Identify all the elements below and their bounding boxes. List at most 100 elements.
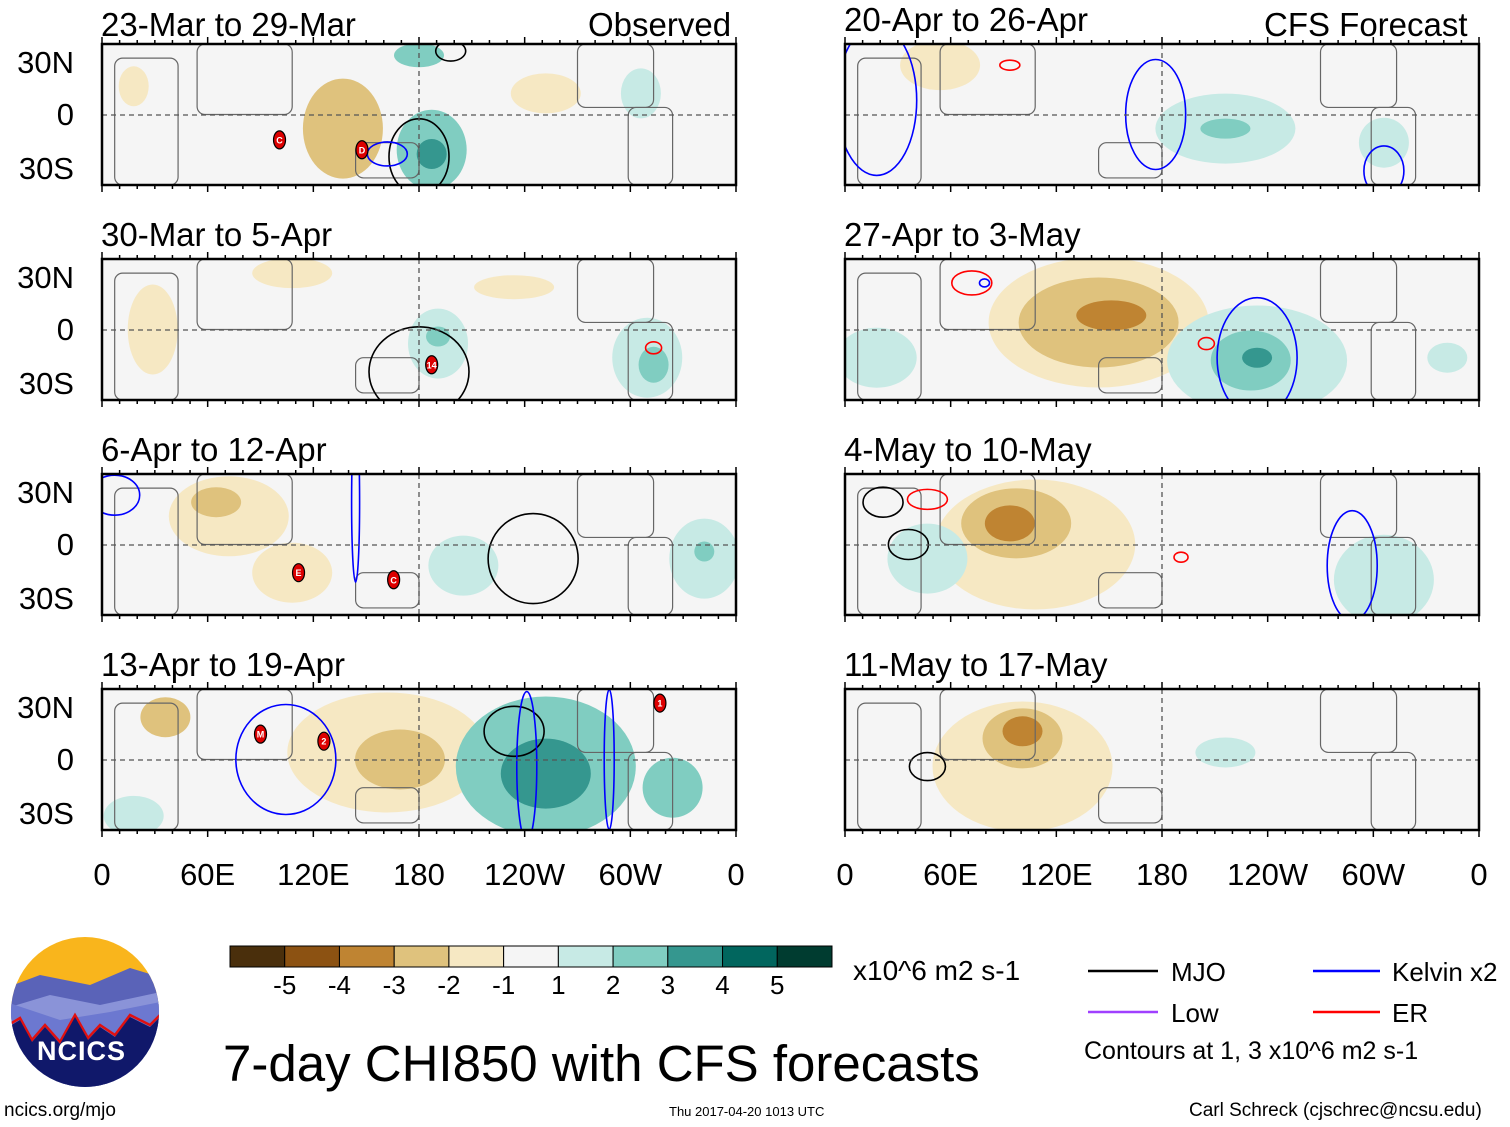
coastline — [939, 689, 1036, 761]
coastline — [627, 106, 674, 185]
contour-line — [999, 59, 1021, 71]
colorbar-swatch — [776, 945, 833, 968]
map-panel: EC — [100, 467, 738, 622]
lon-label: 60E — [923, 857, 979, 892]
coastline — [1319, 689, 1398, 754]
anomaly-shading — [416, 138, 447, 169]
colorbar-label: 4 — [715, 970, 730, 1000]
coastline — [576, 259, 655, 324]
coastline — [939, 44, 1036, 116]
tropical-cyclone-icon: C — [272, 130, 287, 150]
coastline — [627, 321, 674, 400]
coastline — [857, 57, 922, 185]
map-panel: CD — [100, 37, 738, 192]
tropical-cyclone-icon: 2 — [317, 731, 331, 751]
storm-label: 1 — [657, 699, 662, 709]
map-panel: 14 — [100, 252, 738, 407]
colorbar-label: 2 — [605, 970, 621, 1000]
contour-line — [434, 44, 467, 62]
anomaly-shading — [127, 284, 178, 375]
contour-line — [235, 703, 337, 816]
contour-note: Contours at 1, 3 x10^6 m2 s-1 — [1084, 1037, 1419, 1065]
panel-title: 6-Apr to 12-Apr — [101, 431, 327, 468]
tropical-cyclone-icon: 1 — [653, 693, 667, 713]
coastline — [114, 272, 179, 400]
lon-label: 120E — [1020, 857, 1093, 892]
contour-line — [908, 751, 947, 782]
contour-line — [1326, 509, 1378, 615]
anomaly-shading — [1427, 342, 1468, 373]
contour-line — [1216, 296, 1298, 400]
lat-label: 30S — [18, 151, 74, 186]
storm-label: 14 — [427, 360, 437, 370]
map-panel — [843, 252, 1481, 407]
anomaly-shading — [474, 275, 555, 300]
lon-label: 60W — [1341, 857, 1406, 892]
legend-kelvin: Kelvin x2 — [1392, 957, 1498, 987]
coastline — [355, 572, 420, 609]
contour-line — [644, 341, 663, 355]
storm-label: D — [359, 145, 366, 155]
colorbar-label: -2 — [437, 970, 461, 1000]
lon-label: 0 — [727, 857, 745, 892]
lat-label: 0 — [56, 97, 74, 132]
coastline — [576, 689, 655, 754]
lon-label: 0 — [1470, 857, 1488, 892]
tropical-cyclone-icon: M — [253, 724, 268, 744]
lon-label: 180 — [1136, 857, 1188, 892]
panel-title: 11-May to 17-May — [844, 646, 1108, 683]
anomaly-shading — [1076, 300, 1147, 331]
anomaly-shading — [426, 326, 451, 347]
tropical-cyclone-icon: E — [291, 563, 306, 583]
coastline — [1097, 572, 1163, 609]
anomaly-shading — [103, 795, 164, 830]
lon-label: 120W — [484, 857, 566, 892]
storm-label: C — [390, 575, 397, 585]
anomaly-shading — [887, 523, 968, 594]
panel-title: 20-Apr to 26-Apr — [844, 1, 1088, 38]
anomaly-shading — [510, 73, 581, 114]
lon-label: 60E — [180, 857, 236, 892]
coastline — [196, 689, 293, 761]
coastline — [196, 474, 293, 546]
lat-label: 30N — [17, 45, 74, 80]
lon-label: 60W — [598, 857, 663, 892]
panel-title: 27-Apr to 3-May — [844, 216, 1081, 253]
anomaly-shading — [1333, 534, 1434, 615]
anomaly-shading — [118, 66, 149, 107]
coastline — [196, 259, 293, 331]
footer-timestamp: Thu 2017-04-20 1013 UTC — [669, 1104, 825, 1119]
contour-line — [483, 705, 545, 758]
lat-label: 30N — [17, 260, 74, 295]
colorbar-label: -4 — [327, 970, 352, 1000]
anomaly-shading — [316, 103, 357, 154]
coastline — [576, 44, 655, 109]
contour-line — [978, 278, 991, 288]
coastline — [355, 357, 420, 394]
storm-label: C — [276, 135, 283, 145]
anomaly-shading — [191, 487, 242, 518]
lat-label: 30S — [18, 796, 74, 831]
contour-line — [1363, 145, 1405, 185]
coastline — [114, 57, 179, 185]
contour-line — [950, 270, 993, 296]
anomaly-shading — [1002, 716, 1043, 747]
panel-title: 13-Apr to 19-Apr — [101, 646, 345, 683]
contour-line — [906, 488, 949, 511]
coastline — [1319, 474, 1398, 539]
footer-credit: Carl Schreck (cjschrec@ncsu.edu) — [1189, 1100, 1482, 1121]
anomaly-shading — [638, 346, 669, 383]
anomaly-shading — [1195, 737, 1256, 768]
contour-line — [350, 474, 361, 583]
anomaly-shading — [984, 505, 1035, 542]
map-panel: M 2 1 — [100, 682, 738, 837]
lon-label: 0 — [93, 857, 111, 892]
lat-label: 30S — [18, 581, 74, 616]
coastline — [1370, 321, 1417, 400]
contour-line — [487, 512, 579, 605]
map-panel — [843, 682, 1481, 837]
colorbar-label: 5 — [770, 970, 785, 1000]
